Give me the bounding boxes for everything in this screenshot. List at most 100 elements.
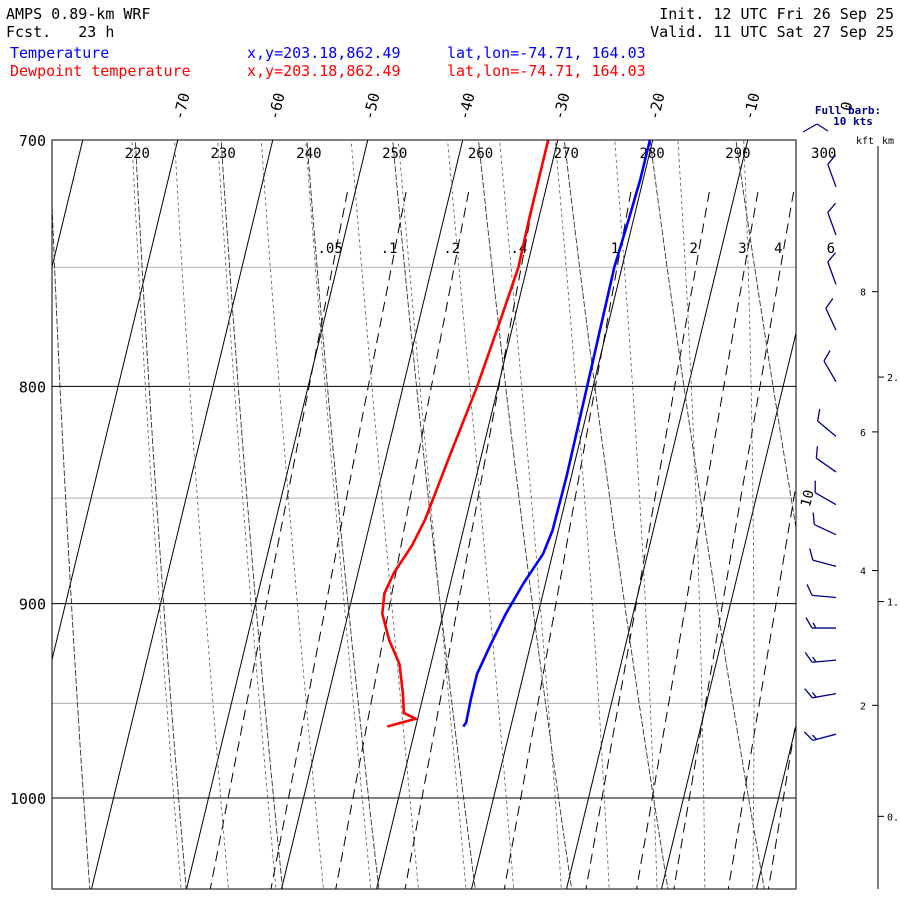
moist-adiabat bbox=[131, 140, 182, 889]
barb-half bbox=[811, 692, 817, 698]
barb-half bbox=[812, 622, 817, 629]
temperature-tick-label: -60 bbox=[265, 91, 289, 122]
theta-label: 270 bbox=[554, 146, 579, 162]
isotherm bbox=[280, 140, 464, 889]
theta-label: 220 bbox=[125, 146, 150, 162]
mixing-ratio-line bbox=[503, 191, 632, 889]
isotherm bbox=[848, 87, 900, 900]
barb-legend-staff bbox=[802, 123, 818, 133]
km-label: km bbox=[882, 136, 894, 147]
moist-adiabat bbox=[614, 140, 658, 889]
moist-adiabat bbox=[447, 140, 515, 889]
mixing-ratio-line bbox=[209, 191, 348, 889]
barb-staff bbox=[812, 594, 837, 599]
barb-full bbox=[804, 688, 813, 699]
moist-adiabat bbox=[743, 140, 755, 889]
barb-full bbox=[825, 298, 834, 309]
mixing-ratio-label: 2 bbox=[689, 241, 697, 257]
temperature-latlon: lat,lon=-74.71, 164.03 bbox=[447, 44, 646, 62]
wind-barb bbox=[827, 252, 837, 285]
barb-full bbox=[804, 651, 813, 663]
isotherm bbox=[185, 140, 369, 889]
pressure-tick-label: 700 bbox=[19, 132, 46, 150]
barb-staff bbox=[813, 523, 837, 536]
init-time: Init. 12 UTC Fri 26 Sep 25 bbox=[659, 5, 894, 23]
barb-full bbox=[816, 408, 821, 422]
barb-full bbox=[809, 548, 814, 561]
barb-full bbox=[803, 731, 814, 741]
mixing-ratio-label: .05 bbox=[317, 241, 342, 257]
moist-adiabat bbox=[174, 140, 229, 889]
theta-label: 250 bbox=[382, 146, 407, 162]
dry-adiabat bbox=[306, 140, 380, 889]
isotherm bbox=[52, 140, 179, 662]
pressure-tick-label: 900 bbox=[19, 596, 46, 614]
wind-barb bbox=[809, 548, 837, 567]
wind-barb bbox=[827, 154, 837, 188]
theta-label: 260 bbox=[468, 146, 493, 162]
barb-full bbox=[827, 252, 837, 263]
wind-barb bbox=[804, 651, 837, 663]
isotherm bbox=[660, 331, 796, 889]
dry-adiabat bbox=[649, 140, 765, 889]
mixing-ratio-label: .2 bbox=[443, 241, 460, 257]
moist-adiabat bbox=[554, 140, 610, 889]
barb-staff bbox=[823, 360, 837, 383]
barb-half bbox=[812, 656, 817, 663]
isotherm bbox=[90, 140, 274, 889]
isotherm bbox=[375, 140, 559, 889]
wind-barb bbox=[825, 298, 837, 331]
kft-label: kft bbox=[856, 136, 874, 147]
kft-tick-label: 2 bbox=[860, 701, 866, 712]
temperature-tick-label: -20 bbox=[645, 91, 669, 122]
dry-adiabat bbox=[563, 140, 669, 889]
theta-label: 230 bbox=[210, 146, 235, 162]
isotherm bbox=[470, 140, 654, 889]
wind-barb bbox=[814, 480, 837, 506]
wind-barb bbox=[803, 731, 837, 742]
km-tick-label: 2. bbox=[887, 373, 899, 384]
isotherm bbox=[565, 140, 749, 889]
theta-label: 300 bbox=[811, 146, 836, 162]
moist-adiabat bbox=[499, 140, 562, 889]
theta-label: 290 bbox=[725, 146, 750, 162]
mixing-ratio-label: 6 bbox=[827, 241, 835, 257]
dewpoint-legend-label: Dewpoint temperature bbox=[10, 62, 191, 80]
barb-staff bbox=[827, 261, 837, 285]
dewpoint-xy: x,y=203.18,862.49 bbox=[247, 62, 401, 80]
barb-staff bbox=[812, 559, 837, 567]
barb-full bbox=[815, 446, 819, 459]
temperature-tick-label: -40 bbox=[455, 91, 479, 122]
barb-staff bbox=[825, 308, 837, 331]
kft-tick-label: 6 bbox=[860, 428, 866, 439]
dewpoint-latlon: lat,lon=-74.71, 164.03 bbox=[447, 62, 646, 80]
dewpoint-profile bbox=[380, 140, 550, 728]
temperature-tick-label: 0 bbox=[837, 100, 857, 113]
mixing-ratio-line bbox=[636, 191, 759, 889]
mixing-ratio-line bbox=[335, 191, 470, 889]
moist-adiabat bbox=[397, 140, 467, 889]
mixing-ratio-label: .1 bbox=[381, 241, 398, 257]
isotherm bbox=[52, 140, 84, 270]
dry-adiabat bbox=[478, 140, 573, 889]
wind-barb bbox=[816, 408, 837, 437]
moist-adiabat bbox=[260, 140, 324, 889]
temperature-tick-label: -70 bbox=[170, 91, 194, 122]
moist-adiabat bbox=[677, 140, 706, 889]
barb-full bbox=[827, 154, 837, 165]
barb-full bbox=[805, 617, 813, 629]
wind-barb bbox=[827, 202, 837, 236]
temperature-xy: x,y=203.18,862.49 bbox=[247, 44, 401, 62]
mixing-ratio-line bbox=[767, 718, 796, 889]
km-tick-label: 0. bbox=[887, 812, 899, 823]
barb-staff bbox=[827, 212, 837, 236]
kft-tick-label: 8 bbox=[860, 288, 866, 299]
barb-full bbox=[812, 512, 815, 525]
dry-adiabat bbox=[392, 140, 476, 889]
barb-staff bbox=[812, 733, 837, 742]
dry-adiabat bbox=[134, 140, 187, 889]
barb-full bbox=[827, 202, 837, 213]
dry-adiabat bbox=[813, 87, 900, 900]
theta-label: 280 bbox=[639, 146, 664, 162]
barb-half bbox=[811, 734, 818, 740]
